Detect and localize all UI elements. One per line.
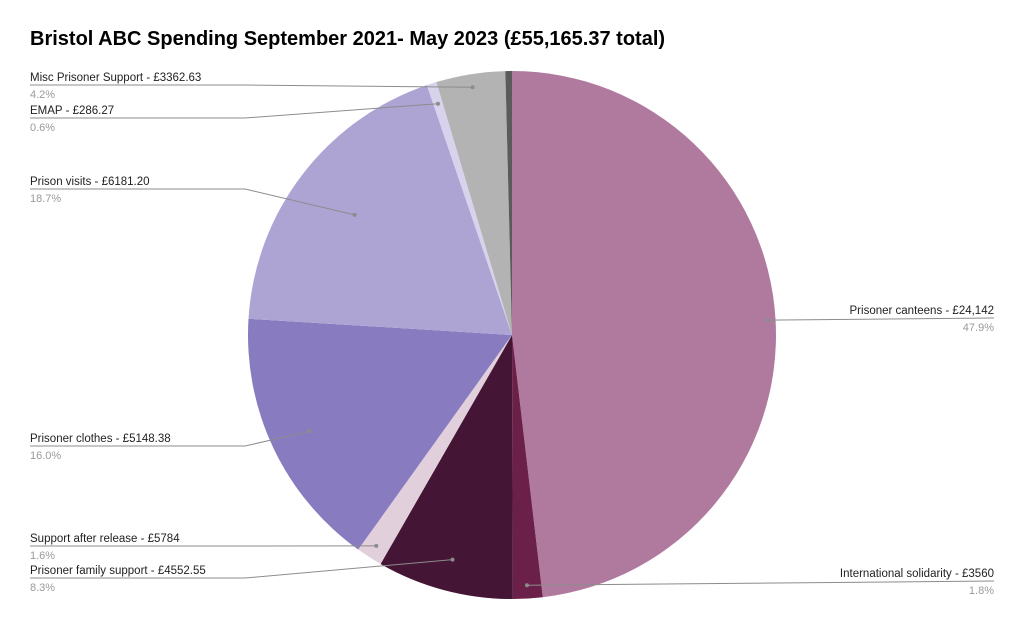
leader-line-1: [526, 580, 995, 586]
slice-percent-0: 47.9%: [963, 322, 994, 334]
pie-slice-8: [505, 70, 512, 336]
pie-slice-3: [358, 335, 512, 564]
slice-label-2: Prisoner family support - £4552.55: [30, 565, 206, 577]
slice-label-7: Misc Prisoner Support - £3362.63: [30, 72, 201, 84]
pie-slice-5: [248, 85, 512, 335]
pie-slice-6: [426, 82, 512, 335]
leader-line-4: [30, 430, 310, 447]
slice-label-0: Prisoner canteens - £24,142: [850, 305, 994, 317]
slice-label-6: EMAP - £286.27: [30, 105, 114, 117]
slice-label-5: Prison visits - £6181.20: [30, 176, 150, 188]
slice-labels: Prisoner canteens - £24,142 47.9% Internat…: [30, 72, 994, 597]
slice-label-4: Prisoner clothes - £5148.38: [30, 433, 171, 445]
slice-percent-4: 16.0%: [30, 450, 61, 462]
pie-slice-7: [436, 71, 512, 335]
slice-percent-3: 1.6%: [30, 550, 55, 562]
slice-percent-7: 4.2%: [30, 89, 55, 101]
leader-line-5: [30, 188, 355, 216]
leader-line-6: [30, 103, 439, 119]
pie-slice-2: [380, 335, 513, 600]
slice-label-3: Support after release - £5784: [30, 533, 180, 545]
pie-slice-4: [247, 318, 512, 550]
leader-line-7: [30, 84, 473, 88]
chart-title: Bristol ABC Spending September 2021- May…: [30, 28, 666, 50]
slice-percent-1: 1.8%: [969, 585, 994, 597]
leader-line-0: [767, 317, 995, 321]
leader-line-2: [30, 559, 453, 579]
pie-slice-0: [512, 71, 776, 598]
slice-label-1: International solidarity - £3560: [840, 568, 994, 580]
slice-percent-2: 8.3%: [30, 582, 55, 594]
pie-slice-1: [512, 335, 543, 599]
pie-slices: [247, 70, 776, 600]
slice-percent-6: 0.6%: [30, 122, 55, 134]
leader-lines: [30, 84, 995, 588]
slice-percent-5: 18.7%: [30, 193, 61, 205]
